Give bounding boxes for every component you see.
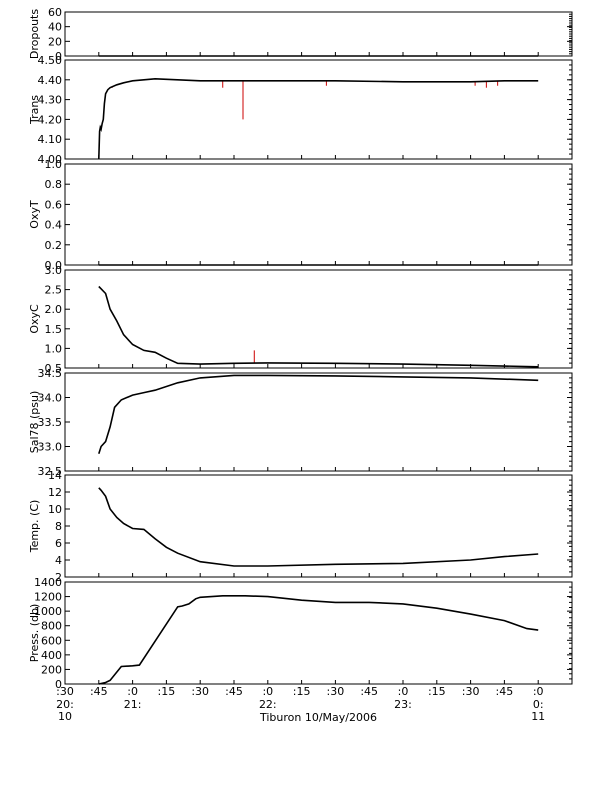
x-tick-hour-label: 23: bbox=[394, 698, 412, 711]
y-tick-label: 4.50 bbox=[38, 54, 63, 67]
x-tick-label: :45 bbox=[225, 685, 243, 698]
y-tick-label: 4.10 bbox=[38, 133, 63, 146]
y-tick-label: 600 bbox=[41, 634, 62, 647]
x-tick-label: :0 bbox=[127, 685, 138, 698]
x-tick-label: :45 bbox=[90, 685, 108, 698]
panel-trans: 4.00 4.10 4.20 4.30 4.40 4.50 Trans bbox=[28, 54, 573, 166]
x-tick-label: :15 bbox=[428, 685, 446, 698]
x-tick-label: :45 bbox=[496, 685, 514, 698]
y-tick-label: 800 bbox=[41, 620, 62, 633]
y-tick-label: 32.5 bbox=[38, 465, 63, 478]
y-axis-label: OxyT bbox=[28, 200, 41, 229]
y-tick-label: 4.00 bbox=[38, 153, 63, 166]
x-tick-day-label: 11 bbox=[531, 710, 545, 723]
y-tick-label: 0.5 bbox=[45, 362, 63, 375]
panel-sal78: 32.5 33.0 33.5 34.0 34.5 Sal78 (psu) bbox=[28, 367, 573, 478]
x-tick-label: :30 bbox=[327, 685, 345, 698]
y-tick-label: 8 bbox=[55, 520, 62, 533]
y-tick-label: 0.2 bbox=[45, 239, 63, 252]
y-tick-label: 10 bbox=[48, 503, 62, 516]
x-tick-label: :30 bbox=[191, 685, 209, 698]
x-tick-hour-label: 0: bbox=[533, 698, 544, 711]
y-tick-label: 1200 bbox=[34, 591, 62, 604]
y-axis-label: Temp. (C) bbox=[28, 500, 41, 554]
panel-frame bbox=[64, 59, 573, 160]
y-tick-label: 3.0 bbox=[45, 264, 63, 277]
panel-frame bbox=[64, 474, 573, 578]
x-tick-hour-label: 21: bbox=[124, 698, 142, 711]
x-tick-label: :0 bbox=[398, 685, 409, 698]
x-tick-label: :30 bbox=[56, 685, 74, 698]
x-tick-hour-label: 20: bbox=[56, 698, 74, 711]
y-tick-label: 400 bbox=[41, 649, 62, 662]
y-tick-label: 0 bbox=[55, 50, 62, 63]
y-tick-label: 4.20 bbox=[38, 113, 63, 126]
panel-frame bbox=[64, 372, 573, 472]
y-tick-label: 1.0 bbox=[45, 158, 63, 171]
y-axis-label: Sal78 (psu) bbox=[28, 391, 41, 454]
series-line bbox=[98, 487, 539, 567]
y-tick-label: 0.4 bbox=[45, 219, 63, 232]
y-tick-label: 2.0 bbox=[45, 303, 63, 316]
y-axis-label: Dropouts bbox=[28, 9, 41, 59]
y-axis-label: OxyC bbox=[28, 304, 41, 334]
panel-frame bbox=[64, 163, 573, 266]
y-tick-label: 33.5 bbox=[38, 416, 63, 429]
panel-temp: 2 4 6 8 10 12 14 Temp. (C) bbox=[28, 469, 573, 584]
y-tick-label: 4.30 bbox=[38, 94, 63, 107]
y-tick-label: 12 bbox=[48, 486, 62, 499]
x-tick-label: :0 bbox=[262, 685, 273, 698]
y-tick-label: 1000 bbox=[34, 605, 62, 618]
x-tick-label: :15 bbox=[293, 685, 311, 698]
y-tick-label: 0 bbox=[55, 678, 62, 691]
y-tick-label: 60 bbox=[48, 6, 62, 19]
series-line bbox=[98, 594, 539, 685]
y-tick-label: 0.6 bbox=[45, 198, 63, 211]
x-tick-label: :0 bbox=[533, 685, 544, 698]
y-tick-label: 20 bbox=[48, 35, 62, 48]
y-tick-label: 2 bbox=[55, 571, 62, 584]
panel-oxyc: 0.5 1.0 1.5 2.0 2.5 3.0 OxyC bbox=[28, 264, 573, 375]
y-tick-label: 1.5 bbox=[45, 323, 63, 336]
y-tick-label: 4.40 bbox=[38, 74, 63, 87]
x-tick-day-label: 10 bbox=[58, 710, 72, 723]
y-tick-label: 4 bbox=[55, 554, 62, 567]
x-tick-label: :15 bbox=[158, 685, 176, 698]
panel-frame bbox=[64, 581, 573, 685]
x-tick-label: :45 bbox=[360, 685, 378, 698]
x-tick-hour-label: 22: bbox=[259, 698, 277, 711]
y-tick-label: 0.0 bbox=[45, 259, 63, 272]
x-tick-label: :30 bbox=[462, 685, 480, 698]
y-tick-label: 6 bbox=[55, 537, 62, 550]
y-tick-label: 34.5 bbox=[38, 367, 63, 380]
y-axis-label: Press. (db) bbox=[28, 604, 41, 663]
series-line bbox=[98, 374, 539, 455]
x-axis-label: Tiburon 10/May/2006 bbox=[259, 711, 377, 724]
y-axis-label: Trans bbox=[28, 95, 41, 125]
y-tick-label: 33.0 bbox=[38, 441, 63, 454]
y-tick-label: 34.0 bbox=[38, 392, 63, 405]
panel-frame bbox=[64, 11, 573, 57]
y-tick-label: 1.0 bbox=[45, 342, 63, 355]
x-axis: :3020:10:45:021::15:30:45:022::15:30:45:… bbox=[56, 685, 545, 724]
panel-frame bbox=[64, 269, 573, 369]
y-tick-label: 40 bbox=[48, 21, 62, 34]
panel-oxyt: 0.0 0.2 0.4 0.6 0.8 1.0 OxyT bbox=[28, 158, 573, 272]
series-line bbox=[98, 285, 539, 368]
y-tick-label: 200 bbox=[41, 663, 62, 676]
y-tick-label: 1400 bbox=[34, 576, 62, 589]
y-tick-label: 0.8 bbox=[45, 178, 63, 191]
y-tick-label: 14 bbox=[48, 469, 62, 482]
series-line bbox=[98, 77, 539, 160]
y-tick-label: 2.5 bbox=[45, 284, 63, 297]
